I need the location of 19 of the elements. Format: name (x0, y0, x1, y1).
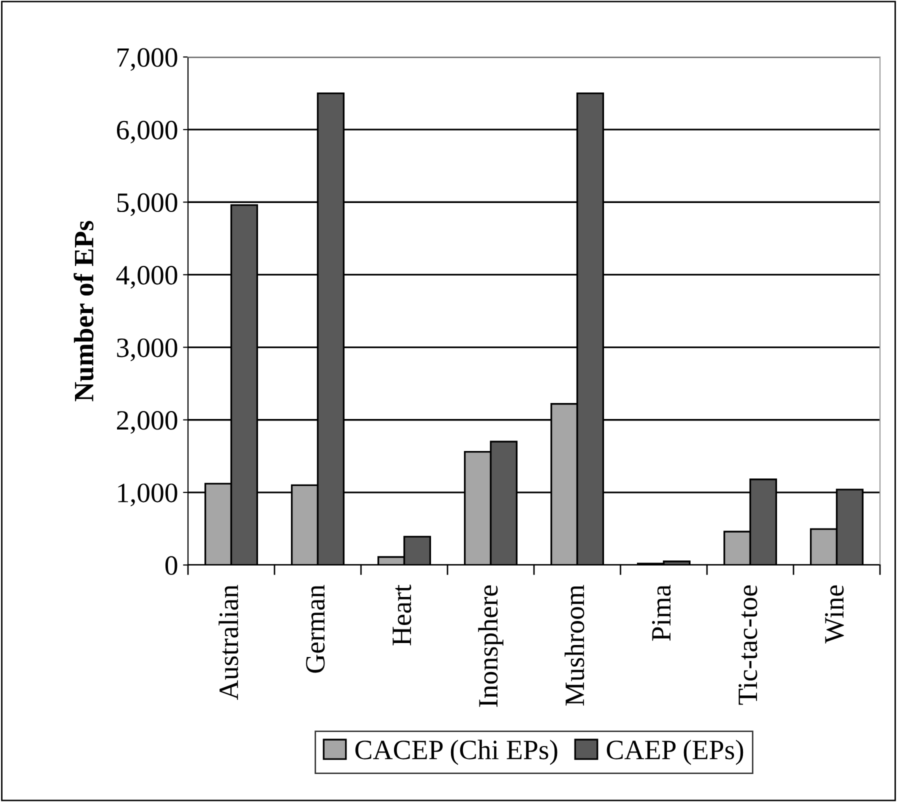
x-tick-label: Mushroom (564, 584, 584, 706)
y-tick-label: 5,000 (117, 193, 178, 216)
y-tick-label: 1,000 (118, 484, 178, 506)
y-tick-label: 7,000 (118, 48, 178, 71)
y-tick-label: 4,000 (116, 266, 178, 289)
x-tick-label: Pima (652, 584, 671, 641)
x-tick-label: Inonsphere (478, 585, 504, 707)
x-tick-label: Australian (218, 584, 238, 700)
y-axis-title: Number of EPs (74, 220, 94, 402)
y-tick-label: 2,000 (116, 411, 178, 434)
x-tick-label: Heart (392, 584, 412, 646)
y-tick-label: 3,000 (117, 338, 178, 362)
x-tick-label: Wine (825, 585, 844, 644)
legend-label: CAEP (EPs) (606, 740, 744, 765)
x-tick-label: Tic-tac-toe (738, 585, 758, 705)
y-tick-label: 0 (165, 556, 178, 575)
legend-label: CACEP (Chi EPs) (355, 740, 558, 765)
x-tick-label: German (306, 584, 325, 673)
y-tick-label: 6,000 (116, 120, 178, 144)
